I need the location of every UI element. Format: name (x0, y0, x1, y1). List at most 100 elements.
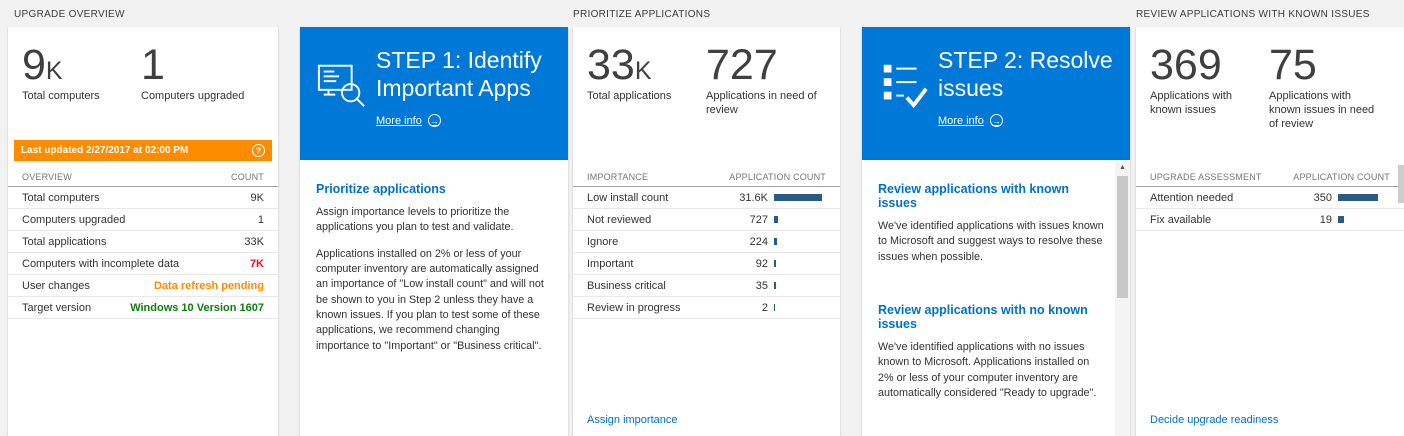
stat-apps-known-issues: 369 Applications with known issues (1150, 41, 1269, 138)
upgrade-overview-card: 9K Total computers 1 Computers upgraded … (8, 27, 278, 436)
count-bar (774, 304, 775, 311)
table-row[interactable]: Review in progress 2 (573, 297, 840, 319)
upgrade-assessment-table: UPGRADE ASSESSMENT APPLICATION COUNT Att… (1136, 165, 1404, 231)
stat-label: Total applications (587, 90, 672, 103)
column-header-importance: IMPORTANCE (587, 172, 649, 182)
row-label: Attention needed (1150, 191, 1234, 204)
step1-description-card: Prioritize applications Assign importanc… (300, 160, 568, 436)
upgrade-assessment-table-header: UPGRADE ASSESSMENT APPLICATION COUNT (1136, 165, 1404, 187)
stat-computers-upgraded: 1 Computers upgraded (141, 41, 260, 138)
section-label-upgrade-overview: UPGRADE OVERVIEW (14, 9, 125, 20)
scroll-up-arrow[interactable] (1115, 160, 1130, 175)
row-label: Ignore (587, 235, 619, 248)
stat-label: Applications with known issues in need o… (1269, 90, 1375, 130)
table-row[interactable]: Total applications 33K (8, 231, 278, 253)
row-value: 7K (249, 257, 264, 270)
prioritize-applications-heading: Prioritize applications (316, 182, 446, 196)
stat-apps-known-issues-need-review: 75 Applications with known issues in nee… (1269, 41, 1388, 138)
row-label: Target version (22, 301, 92, 314)
stat-value: 727 (706, 41, 778, 89)
table-row[interactable]: Attention needed 350 (1136, 187, 1404, 209)
review-stats: 369 Applications with known issues 75 Ap… (1136, 27, 1404, 138)
resolve-item: Review applications with known issues We… (878, 182, 1104, 265)
step1-tile[interactable]: STEP 1: Identify Important Apps More inf… (300, 27, 568, 160)
checklist-check-icon (878, 47, 938, 129)
table-row[interactable]: Target version Windows 10 Version 1607 (8, 297, 278, 319)
stat-apps-need-review: 727 Applications in need of review (706, 41, 825, 138)
column-header-application-count: APPLICATION COUNT (1293, 172, 1390, 182)
resolve-item-body: We've identified applications with issue… (878, 220, 1104, 263)
step1-title: STEP 1: Identify Important Apps (376, 47, 542, 101)
table-row[interactable]: Computers with incomplete data 7K (8, 253, 278, 275)
row-label: Low install count (587, 191, 669, 204)
table-row[interactable]: Low install count 31.6K (573, 187, 840, 209)
table-row[interactable]: Important 92 (573, 253, 840, 275)
more-info-label: More info (376, 114, 422, 127)
row-label: Total applications (22, 235, 107, 248)
row-value: 19 (1319, 213, 1332, 226)
scrollbar-thumb[interactable] (1398, 165, 1404, 203)
table-row[interactable]: Total computers 9K (8, 187, 278, 209)
stat-value: 9 (22, 41, 46, 89)
prioritize-paragraph-1: Assign importance levels to prioritize t… (316, 206, 514, 234)
stat-suffix: K (45, 57, 63, 85)
stat-value: 1 (141, 41, 165, 89)
row-label: Computers with incomplete data (22, 257, 180, 270)
table-row[interactable]: Business critical 35 (573, 275, 840, 297)
scrollbar[interactable] (1115, 160, 1130, 436)
column-header-upgrade-assessment: UPGRADE ASSESSMENT (1150, 172, 1262, 182)
count-bar (1338, 216, 1344, 223)
count-bar (774, 260, 776, 267)
count-bar (774, 194, 822, 201)
importance-table-header: IMPORTANCE APPLICATION COUNT (573, 165, 840, 187)
table-row[interactable]: Computers upgraded 1 (8, 209, 278, 231)
step2-more-info-link[interactable]: More info (938, 114, 1003, 128)
table-row[interactable]: Not reviewed 727 (573, 209, 840, 231)
count-bar (774, 238, 777, 245)
table-row[interactable]: Ignore 224 (573, 231, 840, 253)
step1-more-info-link[interactable]: More info (376, 114, 441, 128)
help-icon[interactable] (252, 144, 265, 157)
resolve-item: Review applications with no known issues… (878, 303, 1104, 401)
stat-value: 33 (587, 41, 635, 89)
stat-value: 75 (1269, 41, 1317, 89)
section-label-prioritize-applications: PRIORITIZE APPLICATIONS (573, 9, 711, 20)
row-label: Computers upgraded (22, 213, 126, 226)
assign-importance-link[interactable]: Assign importance (587, 414, 678, 426)
stat-label: Applications with known issues (1150, 90, 1232, 116)
scrollbar-thumb[interactable] (1117, 176, 1128, 298)
row-label: Review in progress (587, 301, 681, 314)
step2-tile[interactable]: STEP 2: Resolve issues More info (862, 27, 1130, 160)
column-header-count: COUNT (231, 172, 264, 182)
overview-stats: 9K Total computers 1 Computers upgraded (8, 27, 278, 138)
row-value: 1 (257, 213, 264, 226)
row-value: 350 (1313, 191, 1332, 204)
count-bar (1338, 194, 1378, 201)
row-value: 9K (250, 191, 264, 204)
column-header-application-count: APPLICATION COUNT (729, 172, 826, 182)
section-label-review-known-issues: REVIEW APPLICATIONS WITH KNOWN ISSUES (1136, 9, 1370, 20)
more-info-label: More info (938, 114, 984, 127)
step2-description-card: Review applications with known issues We… (862, 160, 1130, 436)
last-updated-text: Last updated 2/27/2017 at 02:00 PM (21, 145, 189, 156)
arrow-circle-icon (989, 114, 1003, 128)
resolve-item-body: We've identified applications with no is… (878, 340, 1097, 399)
row-label: Important (587, 257, 634, 270)
decide-upgrade-readiness-link[interactable]: Decide upgrade readiness (1150, 414, 1279, 426)
table-row[interactable]: Fix available 19 (1136, 209, 1404, 231)
count-bar (774, 216, 778, 223)
row-value: 224 (749, 235, 768, 248)
arrow-circle-icon (427, 114, 441, 128)
stat-total-applications: 33K Total applications (587, 41, 706, 138)
resolve-item-heading[interactable]: Review applications with no known issues (878, 302, 1088, 331)
resolve-item-heading[interactable]: Review applications with known issues (878, 182, 1070, 210)
column-header-overview: OVERVIEW (22, 172, 72, 182)
stat-value: 369 (1150, 41, 1222, 89)
prioritize-stats: 33K Total applications 727 Applications … (573, 27, 840, 138)
prioritize-stats-card: 33K Total applications 727 Applications … (573, 27, 840, 436)
row-value: 31.6K (739, 191, 768, 204)
row-value: 35 (755, 279, 768, 292)
row-value: Data refresh pending (153, 279, 264, 292)
table-row[interactable]: User changes Data refresh pending (8, 275, 278, 297)
row-label: User changes (22, 279, 90, 292)
